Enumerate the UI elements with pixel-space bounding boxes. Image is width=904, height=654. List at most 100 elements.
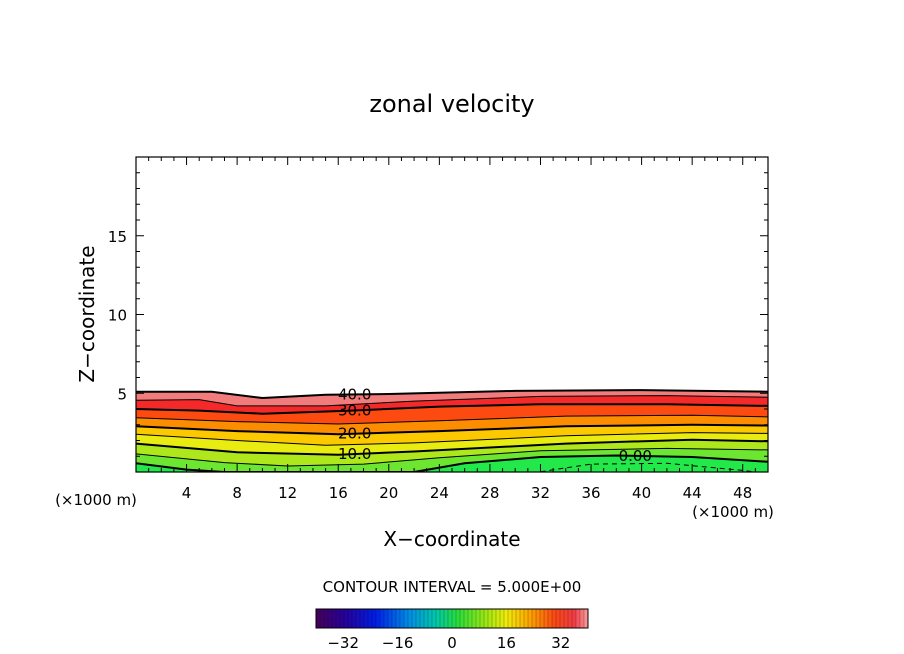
colorbar-cell xyxy=(564,609,569,628)
colorbar-cell xyxy=(508,609,513,628)
colorbar-cell xyxy=(504,609,509,628)
colorbar-cell xyxy=(364,609,369,628)
colorbar-cell xyxy=(516,609,521,628)
contour-fill-band xyxy=(136,455,768,472)
colorbar-cell xyxy=(332,609,337,628)
x-tick-label: 44 xyxy=(683,484,702,502)
colorbar-cell xyxy=(384,609,389,628)
colorbar-cell xyxy=(440,609,445,628)
contour-line xyxy=(136,432,768,446)
colorbar xyxy=(315,608,589,629)
colorbar-cell xyxy=(368,609,373,628)
colorbar-cell xyxy=(316,609,321,628)
colorbar-cell xyxy=(580,609,585,628)
contour-label: 10.0 xyxy=(338,445,371,463)
chart-title: zonal velocity xyxy=(369,90,534,118)
x-tick-label: 24 xyxy=(430,484,449,502)
colorbar-cell xyxy=(476,609,481,628)
colorbar-frame xyxy=(315,608,589,629)
x-tick-label: 40 xyxy=(632,484,651,502)
contour-labels: 40.030.0 20.0 10.0 0.00 xyxy=(338,385,652,464)
colorbar-cell xyxy=(428,609,433,628)
contour-line xyxy=(136,423,768,436)
colorbar-cell xyxy=(560,609,565,628)
colorbar-cell xyxy=(416,609,421,628)
contour-label: 40.0 xyxy=(338,385,371,403)
contour-line xyxy=(136,389,768,400)
contour-interval-label: CONTOUR INTERVAL = 5.000E+00 xyxy=(323,578,582,596)
x-tick-label: 28 xyxy=(480,484,499,502)
colorbar-cell xyxy=(528,609,533,628)
colorbar-cell xyxy=(352,609,357,628)
contour-line xyxy=(136,438,768,456)
colorbar-cell xyxy=(392,609,397,628)
colorbar-cell xyxy=(556,609,561,628)
colorbar-cell xyxy=(328,609,333,628)
colorbar-cell xyxy=(464,609,469,628)
colorbar-cell xyxy=(576,609,581,628)
x-axis-label: X−coordinate xyxy=(383,527,520,551)
y-tick-label: 15 xyxy=(108,228,127,246)
colorbar-cell xyxy=(452,609,457,628)
colorbar-cell xyxy=(468,609,473,628)
colorbar-cell xyxy=(432,609,437,628)
contour-label: 30.0 xyxy=(338,401,371,419)
x-tick-label: 36 xyxy=(581,484,600,502)
colorbar-cell xyxy=(340,609,345,628)
colorbar-cell xyxy=(584,609,589,628)
x-tick-label: 32 xyxy=(531,484,550,502)
colorbar-cell xyxy=(472,609,477,628)
contour-fills xyxy=(136,390,768,472)
colorbar-cell xyxy=(500,609,505,628)
colorbar-cell xyxy=(496,609,501,628)
x-tick-label: 8 xyxy=(232,484,242,502)
y-tick-label: 5 xyxy=(117,385,127,403)
colorbar-cell xyxy=(388,609,393,628)
contour-line xyxy=(136,403,768,415)
colorbar-cell xyxy=(460,609,465,628)
colorbar-cell xyxy=(540,609,545,628)
contour-label: 0.00 xyxy=(619,447,652,465)
colorbar-cell xyxy=(424,609,429,628)
contour-line xyxy=(540,462,756,472)
colorbar-cell xyxy=(336,609,341,628)
colorbar-cell xyxy=(536,609,541,628)
colorbar-cell xyxy=(360,609,365,628)
colorbar-tick-label: 0 xyxy=(447,634,457,652)
x-tick-label: 16 xyxy=(329,484,348,502)
colorbar-cell xyxy=(400,609,405,628)
colorbar-cell xyxy=(448,609,453,628)
colorbar-cell xyxy=(420,609,425,628)
colorbar-cell xyxy=(344,609,349,628)
x-tick-label: 48 xyxy=(733,484,752,502)
colorbar-cell xyxy=(396,609,401,628)
colorbar-cell xyxy=(484,609,489,628)
colorbar-cell xyxy=(320,609,325,628)
colorbar-cell xyxy=(324,609,329,628)
colorbar-cell xyxy=(456,609,461,628)
colorbar-cell xyxy=(572,609,577,628)
x-axis: 4 8 12 16 20 24 28 32 36 40 44 48 xyxy=(148,157,756,502)
colorbar-cell xyxy=(444,609,449,628)
colorbar-cell xyxy=(436,609,441,628)
colorbar-cell xyxy=(404,609,409,628)
x-axis-unit-left: (×1000 m) xyxy=(55,491,137,509)
y-axis: 5 10 15 xyxy=(108,172,768,457)
colorbar-cell xyxy=(552,609,557,628)
colorbar-cell xyxy=(524,609,529,628)
colorbar-cell xyxy=(568,609,573,628)
colorbar-cell xyxy=(380,609,385,628)
colorbar-tick-label: 16 xyxy=(497,634,516,652)
colorbar-cell xyxy=(480,609,485,628)
colorbar-tick-label: −16 xyxy=(382,634,414,652)
colorbar-cell xyxy=(492,609,497,628)
contour-line xyxy=(136,447,768,467)
colorbar-cell xyxy=(408,609,413,628)
colorbar-cell xyxy=(372,609,377,628)
colorbar-cell xyxy=(488,609,493,628)
colorbar-cell xyxy=(348,609,353,628)
colorbar-cell xyxy=(512,609,517,628)
colorbar-cell xyxy=(520,609,525,628)
colorbar-cell xyxy=(356,609,361,628)
